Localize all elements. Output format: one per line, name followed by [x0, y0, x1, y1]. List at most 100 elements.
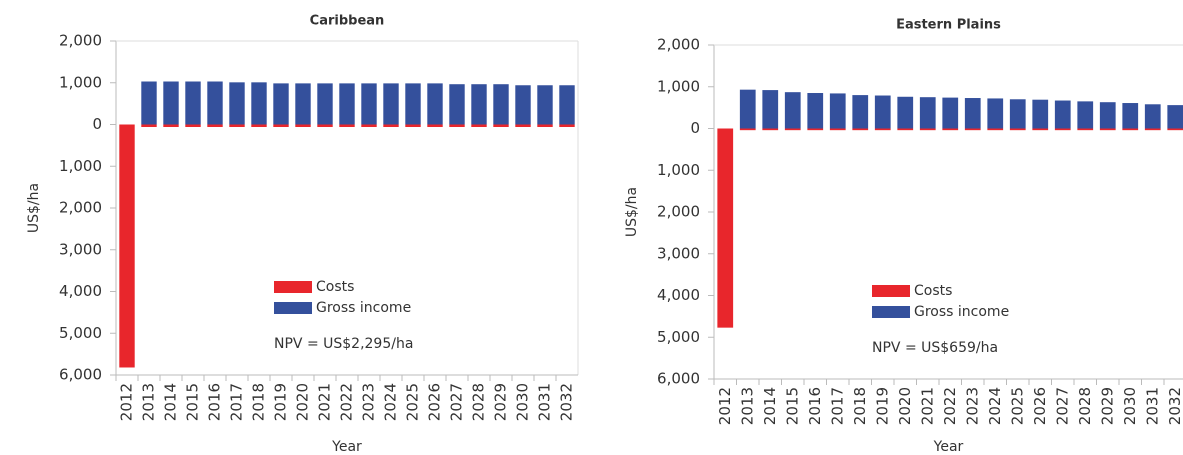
x-tick-label: 2022	[338, 383, 356, 421]
bar	[339, 83, 355, 125]
bar	[383, 124, 399, 128]
bar	[762, 128, 779, 131]
x-tick-label: 2030	[514, 383, 532, 421]
bar	[141, 81, 157, 125]
y-tick-label: 6,000	[59, 366, 102, 384]
x-tick-label: 2028	[1076, 387, 1094, 425]
bar	[1054, 100, 1071, 129]
x-tick-label: 2017	[828, 387, 846, 425]
x-tick-label: 2020	[896, 387, 914, 425]
bar	[229, 82, 245, 125]
bar	[1167, 128, 1183, 131]
legend-label: Costs	[914, 283, 952, 299]
bar	[207, 124, 223, 128]
x-axis-label: Year	[331, 439, 362, 455]
bar	[383, 83, 399, 125]
x-tick-label: 2024	[382, 383, 400, 421]
x-tick-label: 2026	[1031, 387, 1049, 425]
y-tick-label: 1,000	[657, 161, 700, 179]
y-tick-label: 6,000	[657, 370, 700, 388]
x-tick-label: 2014	[761, 387, 779, 425]
bar	[317, 124, 333, 128]
x-tick-label: 2023	[360, 383, 378, 421]
annotation: NPV = US$2,295/ha	[274, 336, 413, 352]
bar	[919, 128, 936, 131]
bar	[119, 124, 135, 368]
bar	[852, 95, 869, 129]
legend-swatch	[274, 302, 312, 314]
x-tick-label: 2032	[558, 383, 576, 421]
bar	[141, 124, 157, 128]
bar	[919, 97, 936, 129]
bar	[515, 124, 531, 128]
bar	[449, 124, 465, 128]
bar	[1099, 102, 1116, 129]
bar	[185, 81, 201, 125]
bar	[449, 84, 465, 125]
bar	[295, 124, 311, 128]
x-tick-label: 2030	[1121, 387, 1139, 425]
bar	[515, 85, 531, 125]
bar	[987, 98, 1004, 129]
bar	[852, 128, 869, 131]
bar	[987, 128, 1004, 131]
bar	[185, 124, 201, 128]
bar	[361, 124, 377, 128]
bar	[739, 89, 756, 129]
bar	[537, 85, 553, 125]
bar	[295, 83, 311, 125]
bar	[1122, 128, 1139, 131]
x-tick-label: 2025	[1008, 387, 1026, 425]
annotation: NPV = US$659/ha	[872, 340, 998, 356]
y-axis-label: US$/ha	[624, 187, 640, 237]
x-tick-label: 2012	[716, 387, 734, 425]
bar	[1144, 128, 1161, 131]
bar	[784, 128, 801, 131]
bar	[273, 83, 289, 125]
bar	[1009, 128, 1026, 131]
bar	[1144, 104, 1161, 129]
bar	[1054, 128, 1071, 131]
x-tick-label: 2016	[806, 387, 824, 425]
bar	[1167, 105, 1183, 129]
x-tick-label: 2014	[162, 383, 180, 421]
bar	[405, 83, 421, 125]
bar	[273, 124, 289, 128]
bar	[897, 128, 914, 131]
bar	[739, 128, 756, 131]
bar	[251, 82, 267, 125]
bar	[471, 124, 487, 128]
bar	[361, 83, 377, 125]
x-tick-label: 2022	[941, 387, 959, 425]
bar	[537, 124, 553, 128]
bar	[427, 124, 443, 128]
legend-swatch	[872, 285, 910, 297]
bar	[807, 128, 824, 131]
legend-label: Gross income	[316, 300, 411, 316]
y-tick-label: 4,000	[59, 282, 102, 300]
bar	[559, 85, 575, 125]
bar	[784, 92, 801, 129]
x-tick-label: 2012	[118, 383, 136, 421]
x-tick-label: 2029	[1098, 387, 1116, 425]
x-tick-label: 2027	[448, 383, 466, 421]
bar	[251, 124, 267, 128]
x-tick-label: 2032	[1166, 387, 1183, 425]
x-tick-label: 2020	[294, 383, 312, 421]
bar	[163, 124, 179, 128]
x-tick-label: 2018	[250, 383, 268, 421]
y-tick-label: 1,000	[657, 77, 700, 95]
bar	[1032, 99, 1049, 129]
x-tick-label: 2021	[316, 383, 334, 421]
bar	[942, 97, 959, 129]
y-tick-label: 2,000	[657, 36, 700, 54]
bar	[1077, 101, 1094, 129]
y-tick-label: 1,000	[59, 157, 102, 175]
x-tick-label: 2024	[986, 387, 1004, 425]
bar	[1032, 128, 1049, 131]
x-tick-label: 2029	[492, 383, 510, 421]
x-tick-label: 2021	[918, 387, 936, 425]
x-tick-label: 2031	[536, 383, 554, 421]
bar	[1122, 103, 1139, 129]
bar	[964, 128, 981, 131]
